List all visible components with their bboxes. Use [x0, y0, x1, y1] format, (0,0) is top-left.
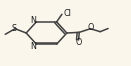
Text: N: N: [30, 42, 36, 51]
Text: S: S: [11, 24, 17, 33]
Text: Cl: Cl: [63, 9, 71, 18]
Text: N: N: [30, 16, 36, 25]
Text: O: O: [88, 23, 94, 32]
Text: O: O: [76, 38, 82, 47]
